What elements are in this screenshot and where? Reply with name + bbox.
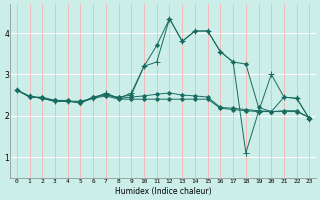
X-axis label: Humidex (Indice chaleur): Humidex (Indice chaleur) bbox=[115, 187, 212, 196]
